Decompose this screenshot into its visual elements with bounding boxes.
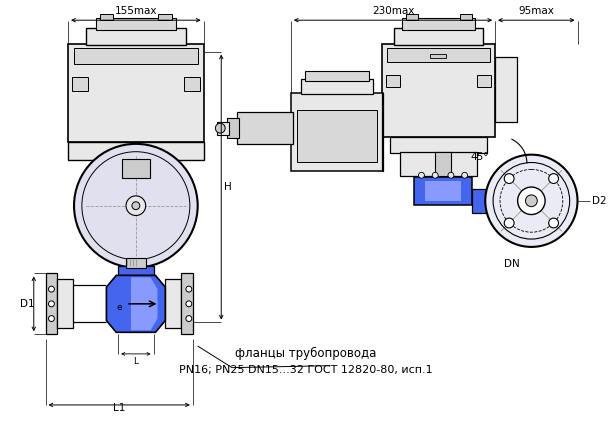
Circle shape [461,172,468,178]
Text: D1: D1 [20,299,35,309]
Circle shape [186,301,192,307]
Circle shape [418,172,424,178]
Circle shape [548,174,559,183]
Bar [72,77,88,91]
Bar [400,152,477,176]
Bar [184,77,199,91]
Circle shape [432,172,438,178]
Bar [477,75,491,87]
Bar [95,18,176,30]
Circle shape [49,301,54,307]
Bar [68,44,204,142]
Bar [74,48,198,64]
Circle shape [186,286,192,292]
Text: 4отв. d: 4отв. d [487,174,520,203]
Circle shape [548,218,559,228]
Text: H: H [224,182,232,192]
Bar [460,14,472,20]
Text: D2: D2 [592,196,607,206]
Bar [387,48,490,63]
Circle shape [49,316,54,321]
Bar [301,79,373,94]
Bar [86,28,186,45]
Text: L: L [133,357,139,366]
Bar [181,274,193,334]
Bar [305,71,370,81]
Text: DN: DN [504,259,520,269]
Circle shape [132,202,140,210]
Polygon shape [106,275,165,332]
Circle shape [74,144,198,268]
Bar [159,14,172,20]
Bar [426,181,461,201]
Bar [68,142,204,159]
Circle shape [448,172,454,178]
Bar [118,266,153,275]
Circle shape [126,196,146,215]
Bar [227,119,239,138]
Bar [46,274,57,334]
Circle shape [525,195,537,206]
Bar [297,111,378,162]
Circle shape [186,316,192,321]
Text: PN16; PN25 DN15...32 ГОСТ 12820-80, исп.1: PN16; PN25 DN15...32 ГОСТ 12820-80, исп.… [179,365,432,376]
Circle shape [504,218,514,228]
Circle shape [485,155,578,247]
Circle shape [517,187,545,214]
Text: L1: L1 [113,403,125,413]
Bar [382,93,383,171]
Bar [472,189,531,213]
Bar [435,152,451,177]
Text: e: e [116,303,122,312]
Bar [495,57,517,122]
Text: 230max: 230max [372,6,414,16]
Bar [402,18,475,30]
Bar [217,122,229,135]
Text: 95max: 95max [519,6,554,16]
Bar [390,137,487,153]
Bar [406,14,418,20]
Bar [431,176,455,186]
Bar [237,112,293,144]
Bar [57,279,73,329]
Text: 155max: 155max [114,6,157,16]
Bar [291,93,383,171]
Circle shape [49,286,54,292]
Text: 45°: 45° [471,151,489,162]
Bar [430,54,446,59]
Bar [394,28,483,45]
Circle shape [504,174,514,183]
Bar [165,279,181,329]
Bar [413,177,472,205]
Bar [100,14,113,20]
Bar [382,44,495,137]
Text: фланцы трубопровода: фланцы трубопровода [235,347,376,360]
Bar [122,159,150,178]
Circle shape [215,123,225,133]
Bar [126,258,146,268]
Polygon shape [131,278,157,330]
Bar [386,75,400,87]
